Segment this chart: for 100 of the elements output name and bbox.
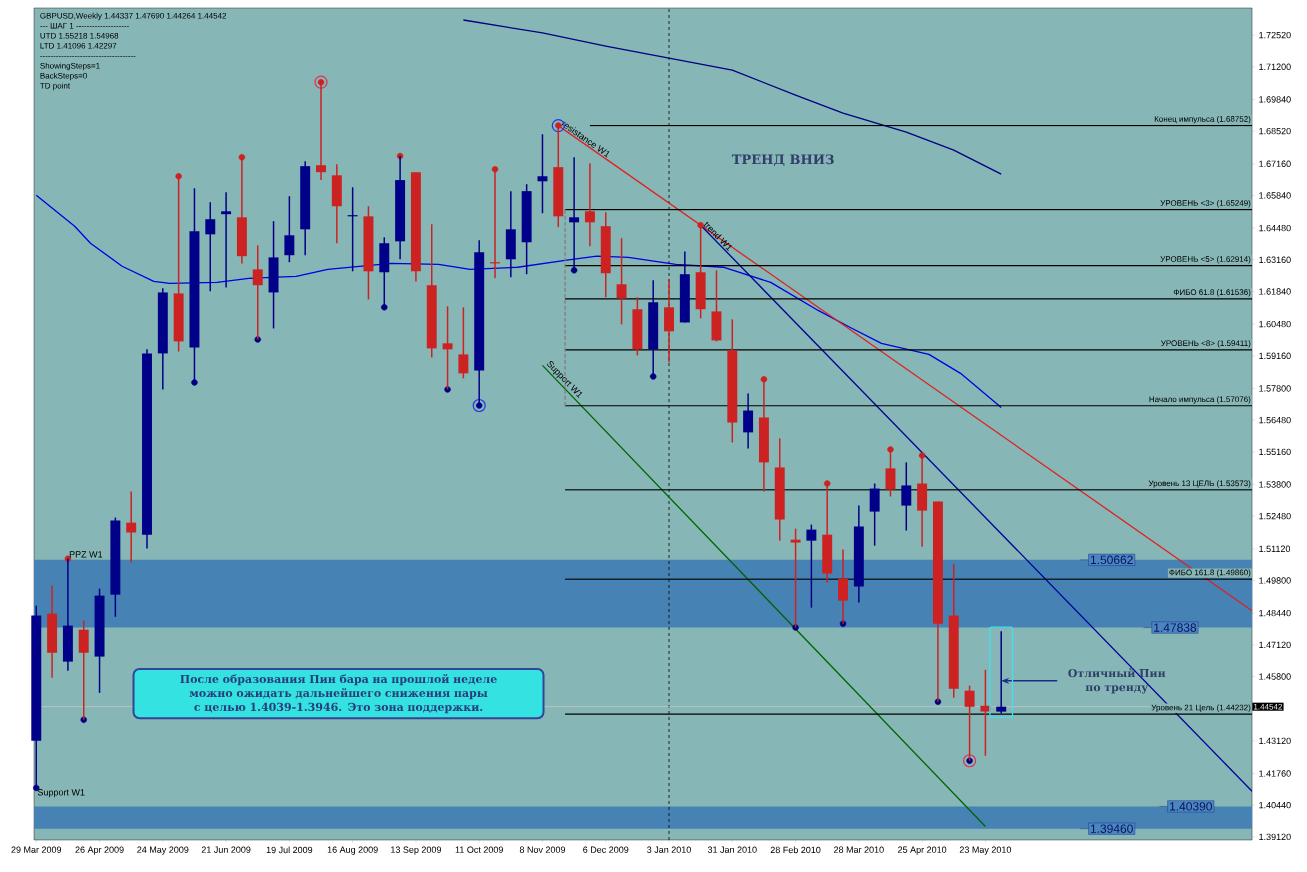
candlestick [458,306,469,380]
candlestick [838,548,848,625]
y-tick-label: 1.57800 [1259,385,1291,392]
point [254,336,261,343]
candlestick [616,237,627,326]
point [918,452,926,459]
series-label: УРОВЕНЬ <5> (1.62914) [1160,256,1251,264]
annotation: BackSteps=0 [40,72,87,81]
candlestick [806,523,817,609]
candlestick [205,201,216,292]
y-tick-label: 1.41760 [1259,770,1291,777]
series-label: ФИБО 161.8 (1.49860) [1169,569,1251,577]
y-tick-label: 1.47120 [1259,641,1291,649]
ref-line-label: 1.44542 [1254,703,1282,710]
annotation: Support W1 [37,789,85,798]
y-tick-label: 1.53800 [1259,481,1291,488]
candlestick [980,669,991,757]
candlestick [996,630,1007,715]
candlestick [743,392,754,450]
candlestick [584,162,595,248]
y-tick-label: 1.49800 [1259,577,1291,584]
x-tick-label: 26 Apr 2009 [75,846,124,855]
point [472,398,486,413]
annotation: --- ШАГ 1 -------------------- [40,22,129,29]
candlestick [537,133,548,214]
point [887,446,894,453]
annotation: ShowingSteps=1 [40,62,100,71]
y-tick-label: 1.48440 [1259,609,1291,617]
x-tick-label: 28 Mar 2010 [834,846,884,853]
candlestick [221,191,232,289]
x-tick-label: 8 Nov 2009 [519,846,566,853]
annotation: После образования Пин бара на прошлой неделе можно ожидать дальнейшего снижения пары с целью 1.4039-1.3946. Это зона поддержки. [180,673,497,714]
annotation: 1.39460 [1090,824,1133,833]
series-label: Уровень 13 ЦЕЛЬ (1.53573) [1148,480,1251,488]
candlestick [885,448,896,498]
x-tick-label: 25 Apr 2010 [898,846,947,855]
candlestick [252,244,263,341]
y-tick-label: 1.69840 [1259,96,1291,103]
y-tick-label: 1.59160 [1259,352,1291,359]
y-tick-label: 1.64480 [1259,224,1291,232]
y-tick-label: 1.60480 [1259,320,1291,328]
candlestick [126,490,137,564]
annotation: Отличный Пин по тренду [1068,668,1166,694]
annotation: PPZ W1 [69,551,103,558]
text: GBPUSD,Weekly 1.44337 1.47690 1.44264 1.44542 [40,12,227,21]
y-tick-label: 1.43120 [1259,737,1291,745]
candlestick [901,461,912,532]
x-tick-label: 23 May 2010 [959,846,1012,855]
candlestick [569,156,580,272]
series-label: ФИБО 61.8 (1.61536) [1173,289,1251,297]
point [491,166,499,173]
candlestick [869,482,880,547]
point [824,480,831,487]
series-label: УРОВЕНЬ <3> (1.65249) [1160,199,1251,208]
y-tick-label: 1.51120 [1259,545,1291,552]
y-tick-label: 1.61840 [1259,288,1291,295]
point [760,376,768,383]
annotation: 1.47838 [1154,623,1197,632]
x-tick-label: 16 Aug 2009 [327,846,378,855]
y-tick-label: 1.71200 [1259,63,1291,70]
annotation: ТРЕНД ВНИЗ [731,154,834,167]
point [175,173,182,180]
candlestick [790,527,801,629]
y-tick-label: 1.67160 [1259,160,1291,167]
candlestick [78,619,89,721]
x-tick-label: 28 Feb 2010 [770,846,821,854]
y-tick-label: 1.72520 [1259,31,1291,39]
x-tick-label: 13 Sep 2009 [391,846,441,855]
annotation: UTD 1.55218 1.54968 [40,32,119,39]
point [191,379,198,386]
legend-label: Уровень 21 Цель (1.44232) [1151,704,1251,712]
annotation: 1.40390 [1170,802,1213,811]
y-tick-label: 1.40440 [1259,801,1291,809]
candlestick [442,305,453,391]
candlestick [284,195,295,263]
y-tick-label: 1.52480 [1259,512,1291,520]
point [697,222,704,229]
y-tick-label: 1.68520 [1259,127,1291,135]
x-tick-label: 6 Dec 2009 [583,846,629,853]
series-label: Начало импульса (1.57076) [1149,396,1251,404]
y-tick-label: 1.63160 [1259,256,1291,263]
point [650,373,657,380]
annotation: TD point [40,82,71,91]
y-tick-label: 1.39120 [1259,833,1291,841]
annotation: 1.50662 [1090,555,1133,565]
y-tick-label: 1.65840 [1259,192,1291,199]
x-tick-label: 24 May 2009 [137,846,189,855]
annotation: LTD 1.41096 1.42297 [40,42,117,49]
x-tick-label: 29 Mar 2009 [11,846,62,853]
point [238,154,246,161]
series-label: Конец импульса (1.68752) [1154,115,1251,124]
x-tick-label: 3 Jan 2010 [647,846,691,853]
y-tick-label: 1.45800 [1259,673,1291,680]
x-tick-label: 21 Jun 2009 [201,846,251,853]
x-tick-label: 31 Jan 2010 [707,846,757,853]
line-series [35,194,1002,409]
x-tick-label: 11 Oct 2009 [455,846,503,853]
y-tick-label: 1.55160 [1259,448,1291,456]
series-label: УРОВЕНЬ <8> (1.59411) [1161,340,1251,348]
point [570,267,578,274]
